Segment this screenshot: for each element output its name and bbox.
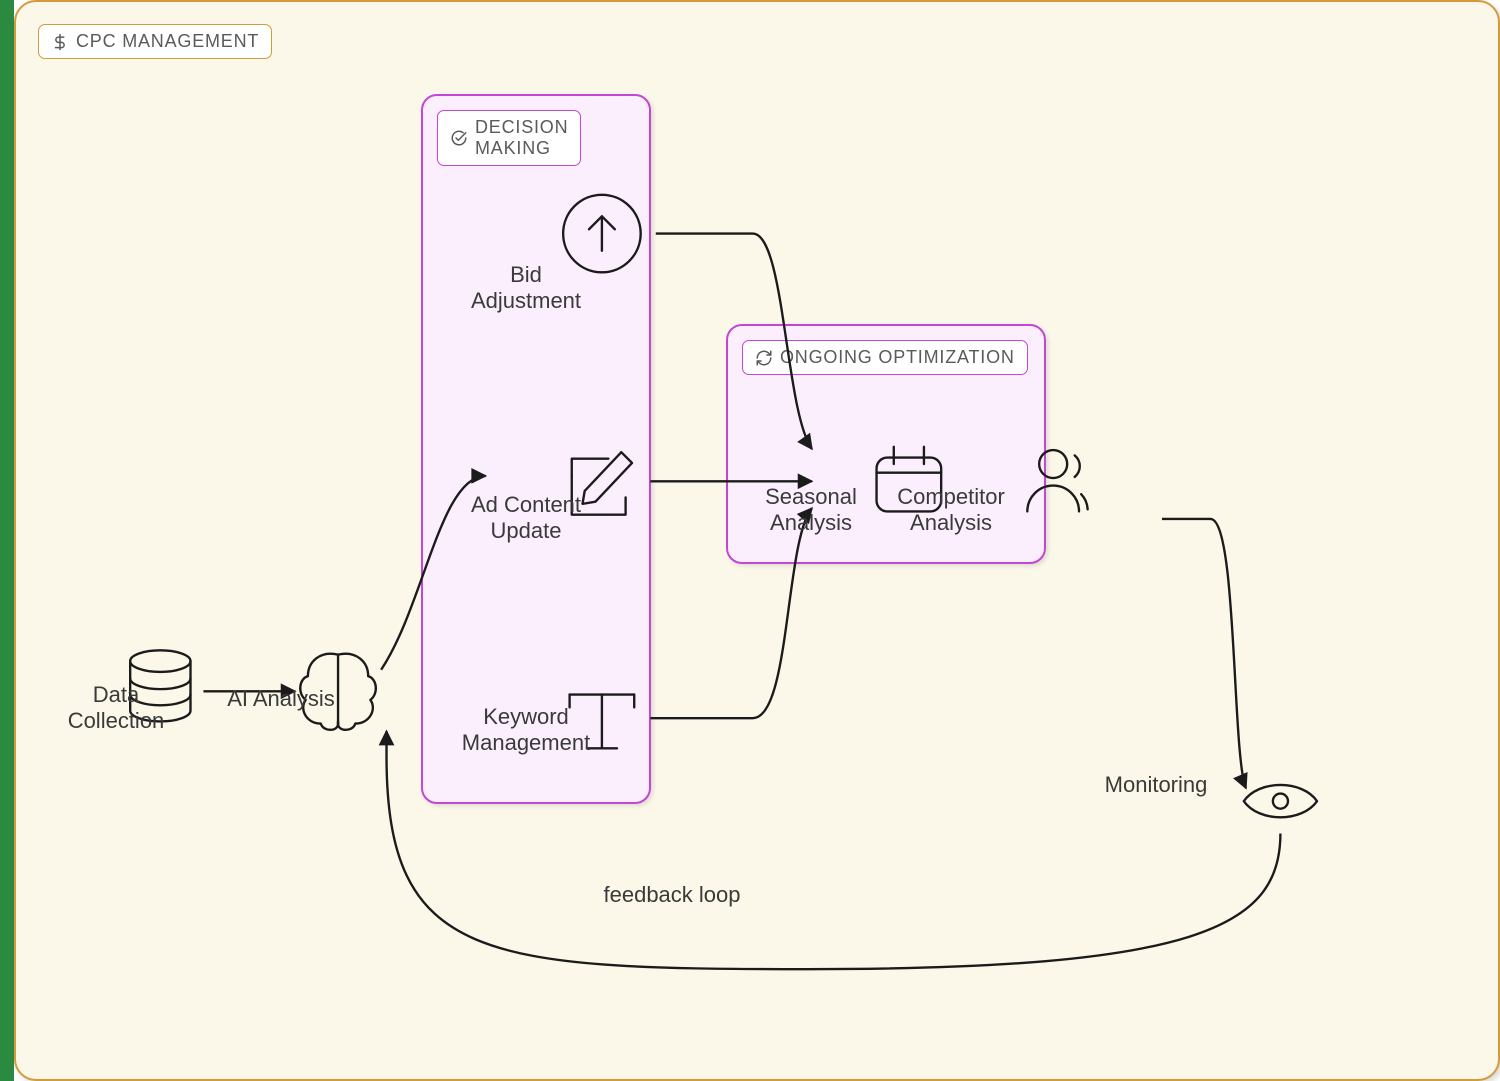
edges <box>203 234 1280 970</box>
keyword-mgmt-label: KeywordManagement <box>451 704 601 757</box>
eye-icon <box>1244 785 1317 817</box>
edge-feedback-loop <box>387 731 1281 969</box>
feedback-loop-label: feedback loop <box>576 882 768 908</box>
competitor-label: CompetitorAnalysis <box>888 484 1014 537</box>
ad-content-label: Ad ContentUpdate <box>461 492 591 545</box>
page: CPC MANAGEMENT DECISIONMAKING <box>0 0 1500 1081</box>
ai-analysis-label: AI Analysis <box>221 686 341 712</box>
diagram-svg <box>16 2 1498 1079</box>
edge-keyword-to-ongoing <box>650 508 812 718</box>
edge-bid-to-ongoing <box>656 234 812 449</box>
edge-ongoing-to-monitoring <box>1162 519 1246 788</box>
users-icon <box>1027 450 1087 511</box>
green-strip <box>0 0 14 1081</box>
monitoring-label: Monitoring <box>1096 772 1216 798</box>
data-collection-label: DataCollection <box>64 682 168 735</box>
diagram-canvas: CPC MANAGEMENT DECISIONMAKING <box>14 0 1500 1081</box>
bid-adjustment-label: BidAdjustment <box>461 262 591 315</box>
seasonal-label: SeasonalAnalysis <box>751 484 871 537</box>
arrow-up-circle-icon <box>563 195 641 273</box>
